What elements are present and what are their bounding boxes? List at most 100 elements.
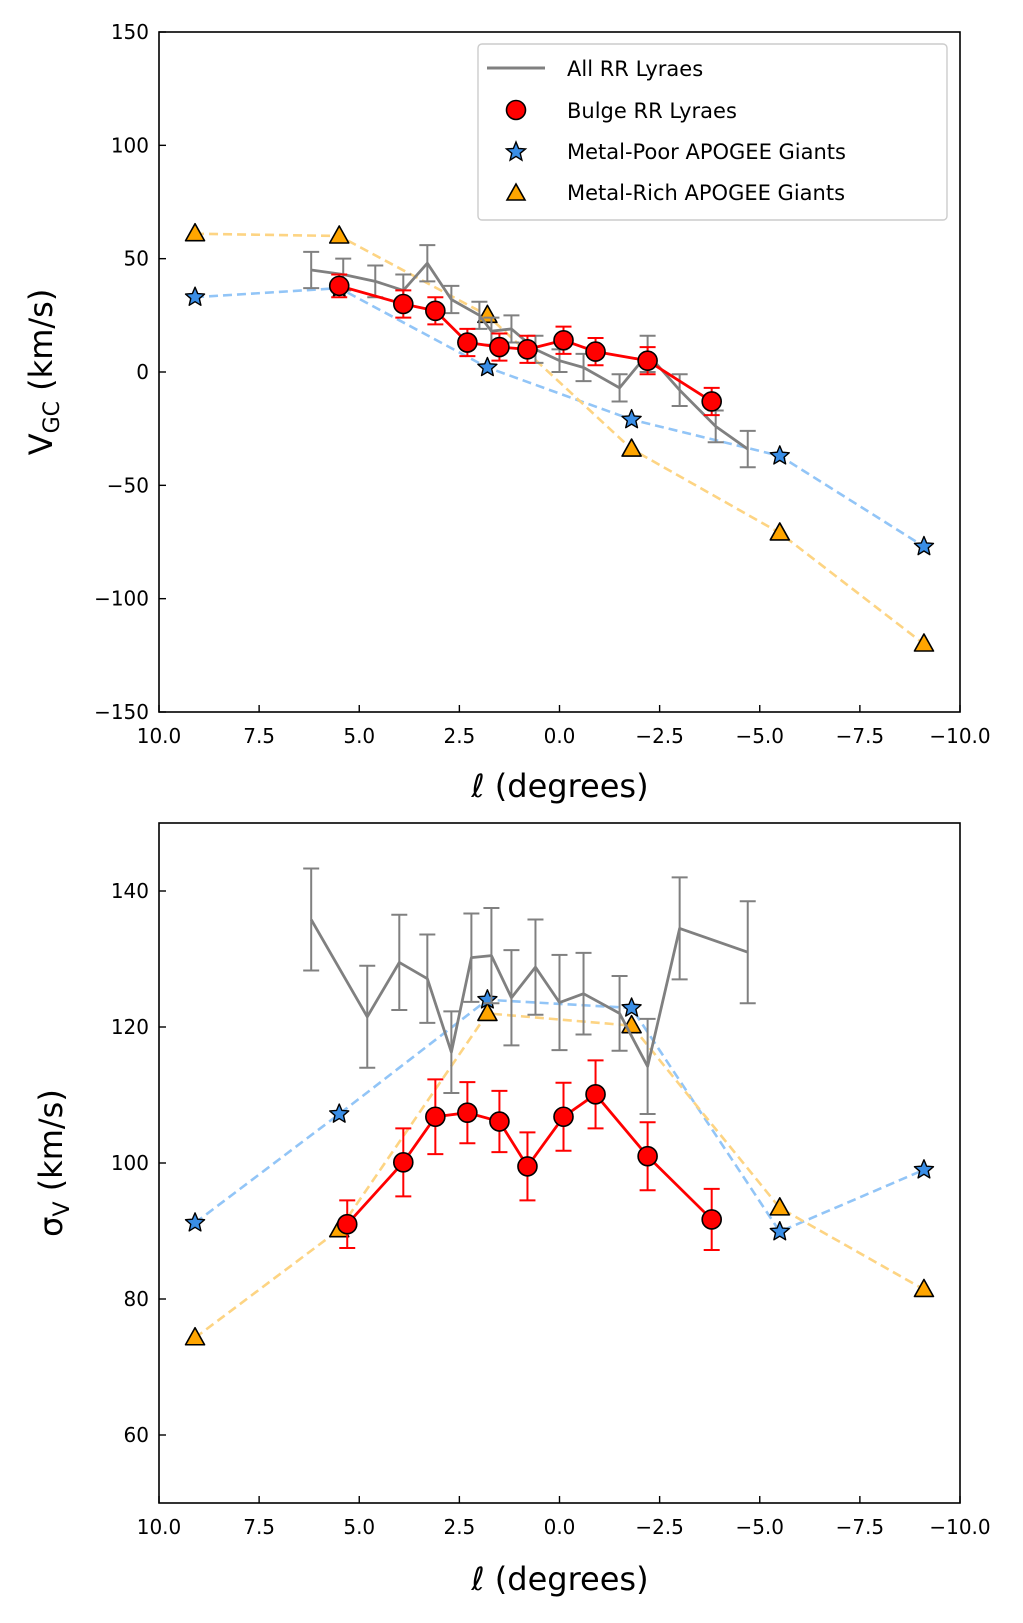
dispersion-y-tick-label: 100: [111, 1151, 149, 1175]
velocity-marker-metal-rich-apogee-giants: [184, 222, 206, 242]
velocity-marker-metal-poor-apogee-giants: [913, 535, 935, 556]
velocity-x-tick-label: 5.0: [343, 724, 375, 748]
velocity-line-metal-rich-apogee-giants: [195, 232, 925, 646]
dispersion-y-axis-label: σV (km/s): [32, 1089, 75, 1237]
legend-label-metal-poor: Metal-Poor APOGEE Giants: [567, 140, 846, 164]
dispersion-series-layer: [184, 867, 935, 1346]
velocity-x-tick-label: −10.0: [929, 724, 990, 748]
dispersion-marker-bulge-rr-lyraes: [457, 1102, 478, 1123]
velocity-y-axis-label-main: V: [22, 433, 60, 455]
velocity-marker-bulge-rr-lyraes: [425, 300, 446, 322]
velocity-y-tick-label: −150: [94, 700, 149, 724]
velocity-y-tick-label: 50: [124, 247, 149, 271]
velocity-marker-bulge-rr-lyraes: [489, 336, 510, 358]
dispersion-series-bulge-rr-lyraes: [336, 1059, 722, 1252]
dispersion-marker-bulge-rr-lyraes: [336, 1213, 358, 1235]
velocity-y-axis-label-sub: GC: [40, 401, 65, 433]
dispersion-series-metal-rich-apogee-giants: [184, 1002, 935, 1346]
dispersion-y-tick-label: 140: [111, 879, 149, 903]
velocity-x-axis-label: ℓ (degrees): [470, 767, 648, 805]
velocity-x-tick-label: 10.0: [137, 724, 182, 748]
dispersion-marker-bulge-rr-lyraes: [393, 1152, 414, 1173]
dispersion-series-all-rr-lyraes: [303, 867, 756, 1116]
dispersion-marker-metal-rich-apogee-giants: [477, 1002, 498, 1022]
velocity-marker-metal-poor-apogee-giants: [477, 356, 498, 377]
velocity-marker-bulge-rr-lyraes: [393, 293, 414, 315]
dispersion-marker-bulge-rr-lyraes: [585, 1084, 606, 1105]
dispersion-x-tick-label: 0.0: [544, 1515, 576, 1539]
legend-swatch-metal-rich: [505, 182, 527, 201]
velocity-y-tick-label: 150: [111, 20, 149, 44]
dispersion-x-axis-label: ℓ (degrees): [470, 1560, 648, 1598]
dispersion-tick-layer: 10.0 7.5 5.0 2.5 0.0 −2.5 −5.0 −7.5 −10.0 140 120 1…: [111, 879, 991, 1539]
dispersion-marker-bulge-rr-lyraes: [517, 1156, 538, 1177]
dispersion-y-axis-label-sub: V: [50, 1201, 75, 1216]
velocity-x-tick-label: −7.5: [836, 724, 885, 748]
velocity-marker-bulge-rr-lyraes: [328, 275, 350, 297]
legend-box: [477, 43, 948, 221]
velocity-x-tick-label: −5.0: [735, 724, 784, 748]
dispersion-x-tick-label: −7.5: [836, 1515, 885, 1539]
dispersion-line-bulge-rr-lyraes: [346, 1092, 713, 1226]
dispersion-marker-bulge-rr-lyraes: [489, 1111, 510, 1132]
velocity-marker-bulge-rr-lyraes: [701, 391, 722, 412]
velocity-x-tick-label: 2.5: [443, 724, 475, 748]
velocity-marker-metal-poor-apogee-giants: [769, 445, 790, 465]
legend-label-all-rr-lyraes: All RR Lyraes: [567, 57, 703, 81]
dispersion-y-tick-label: 80: [124, 1287, 149, 1311]
velocity-y-tick-label: 0: [136, 360, 149, 384]
velocity-line-bulge-rr-lyraes: [338, 284, 713, 403]
velocity-x-tick-label: 0.0: [544, 724, 576, 748]
velocity-y-tick-label: −50: [107, 473, 149, 497]
dispersion-marker-metal-poor-apogee-giants: [329, 1103, 350, 1123]
legend-swatch-metal-poor: [504, 140, 528, 162]
velocity-line-metal-poor-apogee-giants: [194, 286, 925, 548]
velocity-marker-metal-rich-apogee-giants: [328, 225, 350, 244]
velocity-panel: 10.0 7.5 5.0 2.5 0.0 −2.5 −5.0 −7.5 −10.0 150 100 5…: [22, 20, 991, 805]
dispersion-x-tick-label: 2.5: [443, 1515, 475, 1539]
velocity-marker-metal-rich-apogee-giants: [913, 633, 935, 652]
dispersion-panel: 10.0 7.5 5.0 2.5 0.0 −2.5 −5.0 −7.5 −10.0 140 120 1…: [32, 822, 991, 1598]
velocity-series-bulge-rr-lyraes: [328, 273, 722, 417]
velocity-x-tick-label: 7.5: [243, 724, 275, 748]
dispersion-marker-metal-poor-apogee-giants: [913, 1159, 935, 1179]
velocity-y-axis-label: VGC (km/s): [22, 289, 65, 456]
velocity-marker-bulge-rr-lyraes: [553, 329, 574, 351]
dispersion-y-tick-label: 60: [124, 1423, 149, 1447]
dispersion-x-tick-label: −10.0: [929, 1515, 990, 1539]
velocity-tick-layer: 10.0 7.5 5.0 2.5 0.0 −2.5 −5.0 −7.5 −10.0 150 100 5…: [94, 20, 991, 748]
legend-swatch-bulge-rr-lyraes: [505, 99, 527, 121]
dispersion-marker-metal-poor-apogee-giants: [769, 1220, 790, 1241]
dispersion-marker-bulge-rr-lyraes: [701, 1209, 722, 1230]
dispersion-y-axis-label-main: σ: [32, 1217, 70, 1237]
velocity-y-axis-label-unit: (km/s): [22, 289, 60, 401]
velocity-marker-bulge-rr-lyraes: [637, 350, 658, 371]
velocity-y-tick-label: −100: [94, 587, 149, 611]
dispersion-x-tick-label: −2.5: [635, 1515, 684, 1539]
velocity-series-layer: [184, 222, 935, 652]
velocity-marker-metal-poor-apogee-giants: [184, 286, 206, 306]
dispersion-marker-metal-poor-apogee-giants: [184, 1212, 206, 1232]
dispersion-x-tick-label: −5.0: [735, 1515, 784, 1539]
dispersion-marker-bulge-rr-lyraes: [425, 1106, 446, 1128]
velocity-marker-metal-rich-apogee-giants: [769, 522, 791, 541]
dispersion-marker-metal-rich-apogee-giants: [769, 1197, 791, 1216]
dispersion-marker-bulge-rr-lyraes: [553, 1106, 574, 1128]
dispersion-y-axis-label-unit: (km/s): [32, 1089, 70, 1201]
velocity-marker-metal-rich-apogee-giants: [621, 438, 642, 457]
velocity-marker-bulge-rr-lyraes: [457, 332, 478, 353]
legend: All RR Lyraes Bulge RR Lyraes Metal-Poor…: [477, 43, 948, 221]
dispersion-x-tick-label: 10.0: [137, 1515, 182, 1539]
velocity-marker-bulge-rr-lyraes: [585, 341, 606, 362]
dispersion-marker-bulge-rr-lyraes: [637, 1145, 658, 1167]
dispersion-marker-metal-rich-apogee-giants: [913, 1278, 935, 1298]
dispersion-marker-metal-rich-apogee-giants: [184, 1326, 206, 1346]
velocity-y-tick-label: 100: [111, 133, 149, 157]
dispersion-marker-metal-poor-apogee-giants: [621, 997, 642, 1017]
velocity-marker-metal-poor-apogee-giants: [621, 408, 642, 429]
velocity-marker-bulge-rr-lyraes: [517, 339, 538, 360]
legend-label-bulge-rr-lyraes: Bulge RR Lyraes: [567, 99, 737, 123]
dispersion-x-tick-label: 7.5: [243, 1515, 275, 1539]
